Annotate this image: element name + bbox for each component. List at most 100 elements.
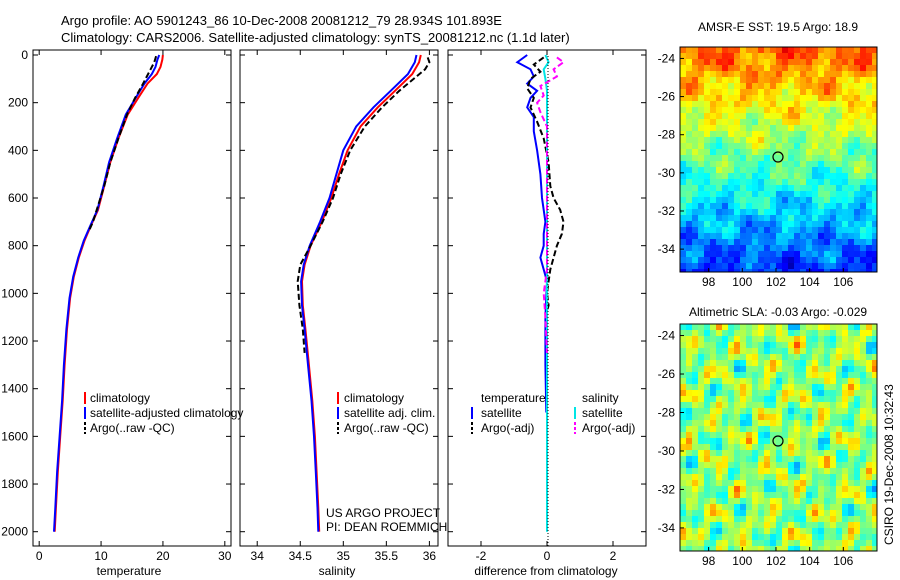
heatmap-cell — [812, 65, 818, 71]
heatmap-cell — [680, 167, 686, 173]
heatmap-cell — [692, 251, 698, 257]
heatmap-cell — [740, 149, 746, 155]
heatmap-cell — [764, 426, 770, 432]
heatmap-cell — [836, 227, 842, 233]
heatmap-cell — [758, 71, 764, 77]
heatmap-cell — [692, 71, 698, 77]
heatmap-cell — [800, 245, 806, 251]
heatmap-cell — [824, 47, 830, 53]
heatmap-cell — [698, 209, 704, 215]
heatmap-cell — [692, 432, 698, 438]
x-tick-label: 30 — [218, 549, 232, 563]
heatmap-cell — [812, 522, 818, 528]
heatmap-cell — [722, 426, 728, 432]
heatmap-cell — [818, 257, 824, 263]
heatmap-cell — [698, 474, 704, 480]
heatmap-cell — [824, 167, 830, 173]
heatmap-cell — [734, 462, 740, 468]
heatmap-cell — [728, 251, 734, 257]
heatmap-cell — [788, 137, 794, 143]
heatmap-cell — [800, 354, 806, 360]
heatmap-cell — [812, 167, 818, 173]
heatmap-cell — [752, 360, 758, 366]
heatmap-cell — [794, 450, 800, 456]
heatmap-cell — [692, 131, 698, 137]
map-y-tick-label: -28 — [658, 128, 676, 142]
heatmap-cell — [710, 203, 716, 209]
heatmap-cell — [800, 402, 806, 408]
heatmap-cell — [872, 251, 877, 257]
heatmap-cell — [752, 257, 758, 263]
heatmap-cell — [788, 456, 794, 462]
heatmap-cell — [836, 516, 842, 522]
heatmap-cell — [794, 125, 800, 131]
heatmap-cell — [800, 462, 806, 468]
heatmap-cell — [848, 89, 854, 95]
heatmap-cell — [752, 396, 758, 402]
heatmap-cell — [830, 432, 836, 438]
heatmap-cell — [800, 330, 806, 336]
heatmap-cell — [818, 384, 824, 390]
heatmap-cell — [686, 432, 692, 438]
heatmap-cell — [854, 456, 860, 462]
heatmap-cell — [848, 263, 854, 269]
heatmap-cell — [686, 516, 692, 522]
heatmap-cell — [860, 450, 866, 456]
heatmap-cell — [734, 89, 740, 95]
heatmap-cell — [812, 402, 818, 408]
heatmap-cell — [794, 185, 800, 191]
heatmap-cell — [698, 149, 704, 155]
heatmap-cell — [848, 534, 854, 540]
heatmap-cell — [854, 486, 860, 492]
heatmap-cell — [866, 510, 872, 516]
heatmap-cell — [728, 239, 734, 245]
heatmap-cell — [710, 486, 716, 492]
heatmap-cell — [812, 113, 818, 119]
heatmap-cell — [734, 239, 740, 245]
heatmap-cell — [818, 402, 824, 408]
heatmap-cell — [794, 330, 800, 336]
heatmap-cell — [872, 107, 877, 113]
heatmap-cell — [686, 408, 692, 414]
heatmap-cell — [776, 119, 782, 125]
heatmap-cell — [836, 101, 842, 107]
heatmap-cell — [860, 173, 866, 179]
heatmap-cell — [740, 257, 746, 263]
heatmap-cell — [680, 468, 686, 474]
heatmap-cell — [722, 474, 728, 480]
heatmap-cell — [758, 197, 764, 203]
heatmap-cell — [716, 251, 722, 257]
heatmap-cell — [842, 53, 848, 59]
heatmap-cell — [716, 384, 722, 390]
heatmap-cell — [854, 191, 860, 197]
heatmap-cell — [800, 444, 806, 450]
heatmap-cell — [872, 119, 877, 125]
heatmap-cell — [842, 528, 848, 534]
heatmap-cell — [842, 113, 848, 119]
heatmap-cell — [866, 504, 872, 510]
heatmap-cell — [758, 426, 764, 432]
heatmap-cell — [770, 263, 776, 269]
heatmap-cell — [788, 269, 794, 272]
legend-label-argo: Argo(..raw -QC) — [90, 421, 175, 435]
heatmap-cell — [782, 378, 788, 384]
heatmap-cell — [842, 510, 848, 516]
heatmap-cell — [734, 324, 740, 330]
heatmap-cell — [776, 95, 782, 101]
sla-map-title: Altimetric SLA: -0.03 Argo: -0.029 — [689, 305, 867, 319]
heatmap-cell — [866, 486, 872, 492]
heatmap-cell — [800, 504, 806, 510]
heatmap-cell — [758, 348, 764, 354]
heatmap-cell — [836, 179, 842, 185]
heatmap-cell — [866, 438, 872, 444]
heatmap-cell — [710, 534, 716, 540]
heatmap-cell — [770, 101, 776, 107]
heatmap-cell — [866, 245, 872, 251]
heatmap-cell — [812, 444, 818, 450]
heatmap-cell — [692, 125, 698, 131]
heatmap-cell — [866, 221, 872, 227]
heatmap-cell — [824, 528, 830, 534]
heatmap-cell — [758, 360, 764, 366]
heatmap-cell — [782, 227, 788, 233]
heatmap-cell — [806, 528, 812, 534]
